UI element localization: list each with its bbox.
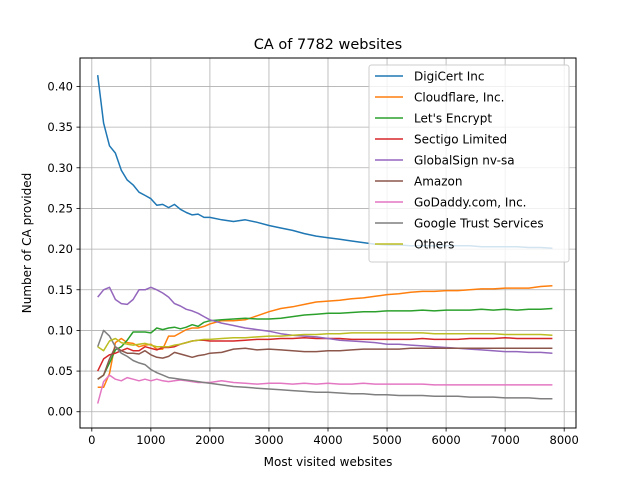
y-tick-label-8: 0.40 [47, 79, 73, 93]
legend-label-3: Sectigo Limited [414, 133, 507, 147]
x-tick-label-2: 2000 [195, 433, 224, 447]
legend-label-7: Google Trust Services [414, 217, 544, 231]
x-tick-label-4: 4000 [313, 433, 342, 447]
y-tick-label-4: 0.20 [47, 242, 73, 256]
x-tick-label-3: 3000 [254, 433, 283, 447]
series-line-others [97, 332, 553, 352]
y-axis-label: Number of CA provided [20, 173, 34, 313]
series-line-cloudflare-inc [97, 284, 553, 389]
legend-box [368, 64, 570, 263]
series-line-let-s-encrypt [97, 307, 553, 380]
x-tick-label-7: 7000 [491, 433, 520, 447]
legend-label-4: GlobalSign nv-sa [414, 154, 515, 168]
legend-label-2: Let's Encrypt [414, 112, 492, 126]
legend-label-0: DigiCert Inc [414, 70, 484, 84]
legend-label-1: Cloudflare, Inc. [414, 91, 504, 105]
y-tick-label-0: 0.00 [47, 405, 73, 419]
axis-ticks: 0 1000 2000 3000 4000 5000 6000 7000 8000 0.00 0.0… [47, 79, 578, 447]
x-tick-label-5: 5000 [372, 433, 401, 447]
legend: DigiCert Inc Cloudflare, Inc. Let's Encryp… [368, 64, 570, 263]
x-tick-label-1: 1000 [136, 433, 165, 447]
legend-label-6: GoDaddy.com, Inc. [414, 196, 527, 210]
y-tick-label-3: 0.15 [47, 283, 73, 297]
legend-label-5: Amazon [414, 175, 463, 189]
x-tick-label-0: 0 [88, 433, 95, 447]
series-line-sectigo-limited [97, 336, 553, 372]
y-tick-label-1: 0.05 [47, 364, 73, 378]
legend-label-8: Others [414, 238, 454, 252]
y-tick-label-5: 0.25 [47, 201, 73, 215]
x-tick-label-8: 8000 [550, 433, 579, 447]
chart-title: CA of 7782 websites [254, 37, 402, 53]
x-tick-label-6: 6000 [431, 433, 460, 447]
y-tick-label-2: 0.10 [47, 323, 73, 337]
x-axis-label: Most visited websites [264, 455, 393, 469]
series-line-godaddy-com-inc [96, 374, 553, 404]
series-line-amazon [97, 345, 553, 380]
y-tick-label-6: 0.30 [47, 161, 73, 175]
series-line-google-trust-services [96, 329, 553, 400]
y-tick-label-7: 0.35 [47, 120, 73, 134]
